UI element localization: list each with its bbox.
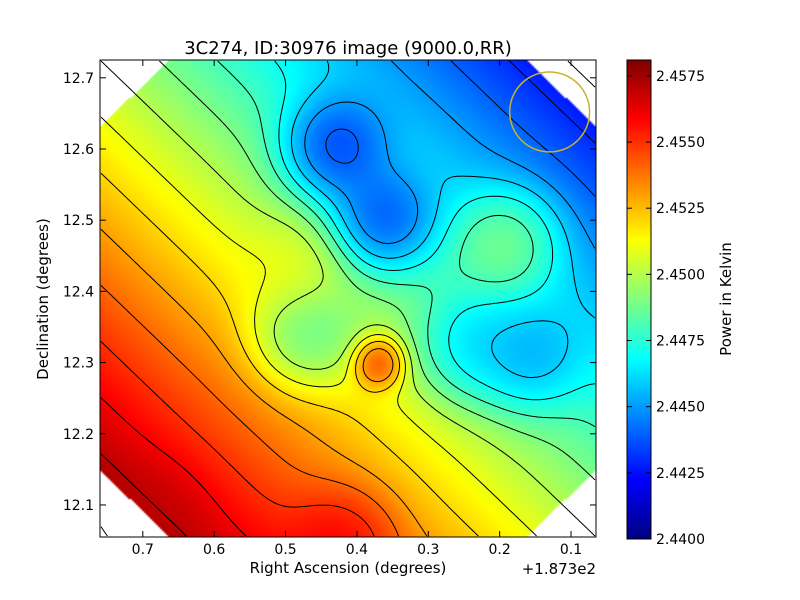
contour-line [509, 60, 596, 144]
contour-line [100, 228, 428, 537]
colorbar-tick-label: 2.4575 [656, 69, 705, 85]
colorbar-ticks: 2.4400 2.4425 2.4450 2.4475 2.4500 2.4525 2.45… [627, 69, 705, 548]
contour-line [217, 60, 596, 428]
colorbar-tick-label: 2.4475 [656, 334, 705, 350]
y-tick-label: 12.3 [63, 356, 94, 372]
contour-line [100, 285, 400, 537]
colorbar-tick-label: 2.4425 [656, 466, 705, 482]
colorbar-tick-label: 2.4450 [656, 400, 705, 416]
colorbar-gradient [626, 59, 652, 540]
x-tick-label: 0.7 [132, 542, 154, 558]
x-tick-label: 0.2 [489, 542, 511, 558]
x-tick-label: 0.3 [417, 542, 439, 558]
contour-lines [100, 60, 596, 537]
x-tick-label: 0.4 [346, 542, 368, 558]
colorbar-tick-label: 2.4400 [656, 532, 705, 548]
y-axis-ticks: 12.1 12.2 12.3 12.4 12.5 12.6 12.7 [63, 71, 596, 514]
colorbar: 2.4400 2.4425 2.4450 2.4475 2.4500 2.4525 2.45… [626, 59, 735, 548]
y-tick-label: 12.2 [63, 427, 94, 443]
y-tick-label: 12.1 [63, 498, 94, 514]
y-tick-label: 12.7 [63, 71, 94, 87]
colorbar-tick-label: 2.4500 [656, 267, 705, 283]
contour-line [274, 60, 596, 401]
contour-line [325, 60, 596, 197]
plot-area: 0.7 0.6 0.5 0.4 0.3 0.2 0.1 12.112.212.312.412… [63, 59, 597, 558]
x-tick-label: 0.6 [203, 542, 225, 558]
x-axis-label: Right Ascension (degrees) [250, 559, 447, 577]
contour-line [100, 60, 596, 537]
x-tick-label: 0.1 [560, 542, 582, 558]
beam-circle [508, 71, 591, 153]
chart-title: 3C274, ID:30976 image (9000.0,RR) [184, 38, 512, 59]
contour-line [100, 526, 108, 537]
contour-line [291, 60, 596, 378]
contour-line [100, 397, 247, 537]
y-tick-label: 12.6 [63, 142, 94, 158]
contour-line [100, 341, 375, 537]
colorbar-label: Power in Kelvin [717, 242, 735, 356]
x-axis-ticks: 0.7 0.6 0.5 0.4 0.3 0.2 0.1 [132, 60, 582, 558]
contour-line [100, 116, 537, 537]
contour-line [100, 453, 187, 537]
y-tick-label: 12.4 [63, 284, 94, 300]
plot-frame [99, 59, 597, 538]
x-tick-label: 0.5 [274, 542, 296, 558]
contour-line [304, 60, 596, 249]
y-axis-label: Declination (degrees) [34, 218, 52, 380]
colorbar-tick-label: 2.4550 [656, 135, 705, 151]
x-offset-label: +1.873e2 [522, 560, 596, 578]
colorbar-tick-label: 2.4525 [656, 201, 705, 217]
contour-line [159, 60, 596, 481]
y-tick-label: 12.5 [63, 213, 94, 229]
contour-line [100, 172, 479, 537]
